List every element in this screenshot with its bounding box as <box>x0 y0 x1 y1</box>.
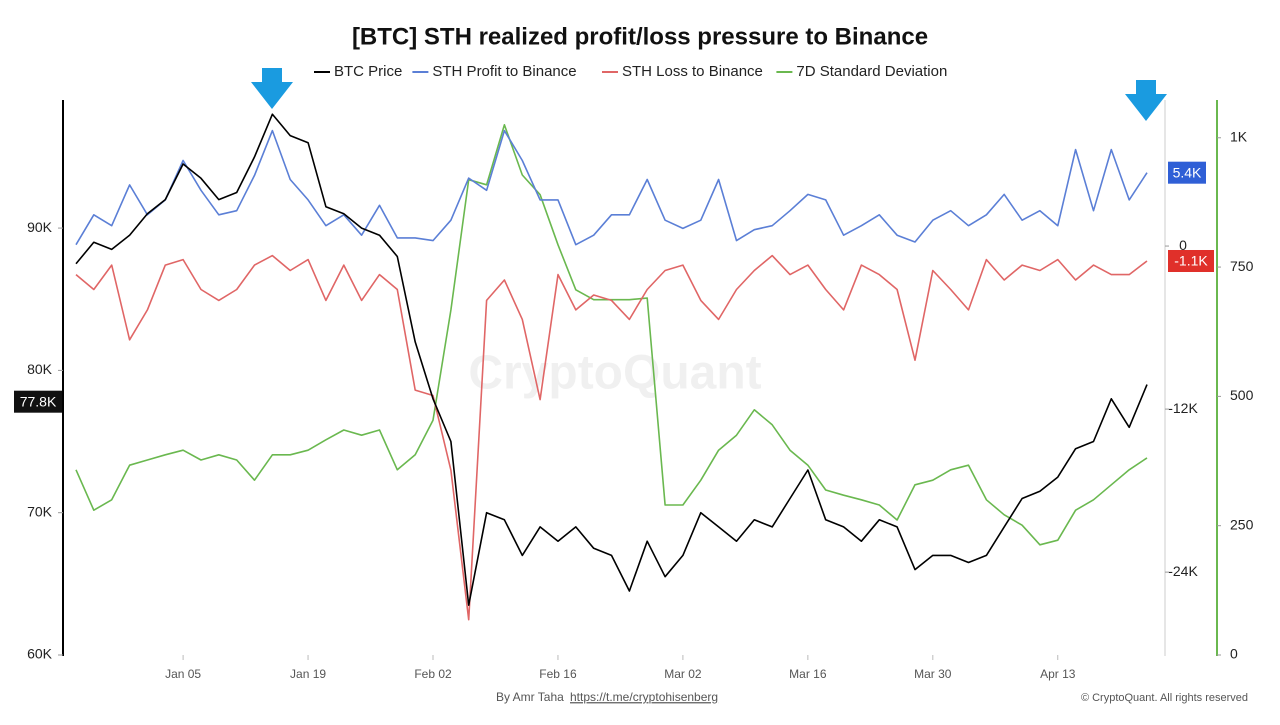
y3-tick-label: 1K <box>1230 128 1248 144</box>
legend-label: BTC Price <box>334 63 402 80</box>
y2-tick-label: -12K <box>1168 400 1198 416</box>
watermark: CryptoQuant <box>468 347 761 400</box>
x-tick-label: Apr 13 <box>1040 667 1076 681</box>
plot-area <box>75 113 1148 621</box>
y3-tick-label: 500 <box>1230 387 1254 403</box>
x-tick-label: Mar 02 <box>664 667 702 681</box>
series-line <box>75 113 1148 606</box>
x-tick-label: Jan 05 <box>165 667 201 681</box>
legend-label: 7D Standard Deviation <box>796 63 947 80</box>
arrow-marker <box>1125 80 1167 121</box>
x-tick-label: Mar 30 <box>914 667 952 681</box>
copyright: © CryptoQuant. All rights reserved <box>1081 692 1248 704</box>
legend: BTC Price STH Profit to Binance STH Loss t… <box>314 63 947 80</box>
series-line <box>75 254 1148 621</box>
arrow-marker <box>251 68 293 109</box>
last-value-tag <box>14 390 62 413</box>
y-tick-label: 60K <box>27 646 53 662</box>
y3-tick-label: 0 <box>1230 646 1238 662</box>
x-tick-label: Feb 16 <box>539 667 577 681</box>
x-tick-label: Feb 02 <box>414 667 452 681</box>
series-line <box>75 124 1148 546</box>
y-tick-label: 70K <box>27 503 53 519</box>
last-value-label: -1.1K <box>1174 253 1208 269</box>
last-value-tag <box>1168 161 1206 184</box>
legend-label: STH Loss to Binance <box>622 63 763 80</box>
last-value-tag <box>1168 249 1214 272</box>
legend-label: STH Profit to Binance <box>432 63 576 80</box>
x-tick-label: Jan 19 <box>290 667 326 681</box>
y3-tick-label: 750 <box>1230 258 1254 274</box>
y3-tick-label: 250 <box>1230 516 1254 532</box>
last-value-label: 77.8K <box>20 393 57 409</box>
series-line <box>75 129 1148 246</box>
y-tick-label: 80K <box>27 361 53 377</box>
y2-tick-label: 0 <box>1179 237 1187 253</box>
x-tick-label: Mar 16 <box>789 667 827 681</box>
last-value-label: 5.4K <box>1173 164 1202 180</box>
credit-link[interactable]: https://t.me/cryptohisenberg <box>570 690 718 704</box>
y2-tick-label: -24K <box>1168 563 1198 579</box>
chart-title: [BTC] STH realized profit/loss pressure … <box>352 23 928 50</box>
credit: By Amr Taha <box>496 690 564 704</box>
y-tick-label: 90K <box>27 219 53 235</box>
